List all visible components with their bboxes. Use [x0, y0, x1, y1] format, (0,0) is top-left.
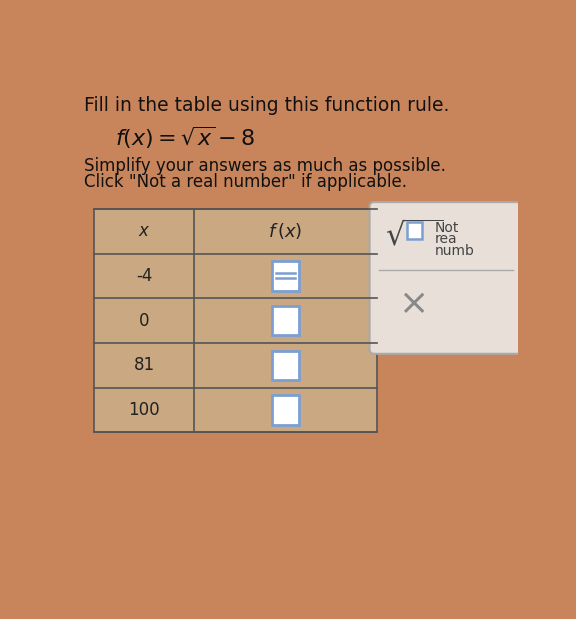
- Text: -4: -4: [136, 267, 152, 285]
- Text: numb: numb: [435, 244, 475, 258]
- Text: Click "Not a real number" if applicable.: Click "Not a real number" if applicable.: [84, 173, 407, 191]
- FancyBboxPatch shape: [272, 261, 299, 291]
- FancyBboxPatch shape: [272, 396, 299, 425]
- FancyBboxPatch shape: [407, 222, 422, 239]
- Text: Fill in the table using this function rule.: Fill in the table using this function ru…: [84, 96, 449, 115]
- Text: ×: ×: [398, 288, 428, 321]
- Text: rea: rea: [435, 232, 457, 246]
- Text: $f\,(x)$: $f\,(x)$: [268, 222, 303, 241]
- Text: $f(x)=\sqrt{x}-8$: $f(x)=\sqrt{x}-8$: [115, 124, 255, 150]
- Text: $x$: $x$: [138, 223, 150, 240]
- FancyBboxPatch shape: [272, 351, 299, 380]
- Text: Not: Not: [435, 220, 459, 235]
- FancyBboxPatch shape: [370, 202, 522, 354]
- FancyBboxPatch shape: [94, 209, 377, 432]
- Text: 100: 100: [128, 401, 160, 419]
- Text: $\sqrt{\quad}$: $\sqrt{\quad}$: [385, 220, 444, 253]
- Text: 81: 81: [134, 357, 154, 374]
- Text: Simplify your answers as much as possible.: Simplify your answers as much as possibl…: [84, 157, 445, 175]
- Text: 0: 0: [139, 312, 149, 330]
- FancyBboxPatch shape: [272, 306, 299, 335]
